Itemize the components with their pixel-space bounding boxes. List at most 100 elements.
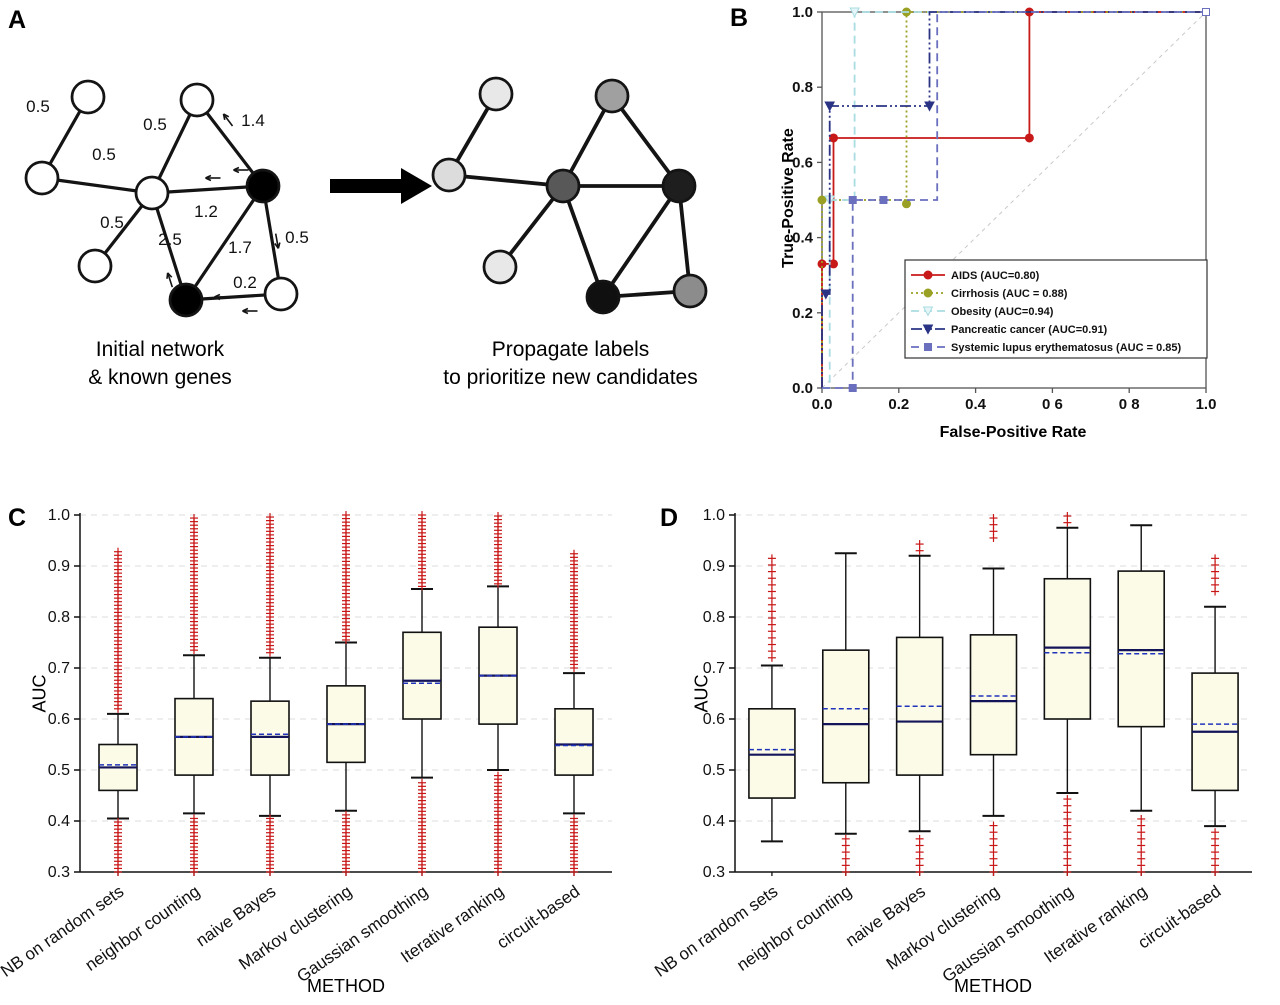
box-4: [402, 587, 442, 876]
svg-text:2.5: 2.5: [158, 230, 182, 249]
svg-text:1.0: 1.0: [48, 507, 70, 524]
propagated-network: [431, 76, 708, 315]
svg-text:0.4: 0.4: [703, 813, 725, 830]
panel-b-label: B: [730, 4, 749, 32]
panel-d-y-axis-label: AUC: [691, 674, 712, 713]
outliers-4: [1063, 512, 1072, 876]
panel-b-y-axis-label: True-Positive Rate: [780, 128, 797, 268]
svg-text:0.7: 0.7: [703, 660, 725, 677]
category-label-0: NB on random sets: [0, 882, 127, 981]
svg-text:circuit-based: circuit-based: [1135, 882, 1225, 953]
initial-network-flow-arrows: [166, 113, 281, 315]
svg-text:1.0: 1.0: [792, 4, 813, 21]
box-2: [250, 656, 290, 876]
outliers-6: [1211, 554, 1220, 876]
outliers-1: [841, 834, 850, 876]
panel-c-label: C: [8, 504, 27, 532]
svg-text:0.5: 0.5: [703, 762, 725, 779]
box-1: [174, 654, 214, 876]
box-5: [1117, 524, 1166, 876]
svg-text:0.6: 0.6: [792, 154, 813, 171]
svg-text:0.5: 0.5: [100, 213, 124, 232]
outliers-0: [767, 554, 776, 662]
panel-d-x-axis-label: METHOD: [954, 976, 1032, 996]
svg-text:0.3: 0.3: [48, 864, 70, 881]
svg-text:AIDS (AUC=0.80): AIDS (AUC=0.80): [951, 270, 1040, 282]
svg-text:0.6: 0.6: [48, 711, 70, 728]
svg-text:0.6: 0.6: [703, 711, 725, 728]
box-6: [554, 672, 594, 876]
outliers-6: [570, 549, 578, 876]
roc-legend: AIDS (AUC=0.80) Cirrhosis (AUC = 0.88) Obe…: [904, 259, 1208, 359]
svg-text:1.0: 1.0: [703, 507, 725, 524]
svg-text:NB on random sets: NB on random sets: [651, 882, 781, 981]
panel-c-y-axis-label: AUC: [29, 674, 50, 713]
svg-text:0.2: 0.2: [888, 396, 909, 413]
svg-text:0.2: 0.2: [233, 273, 257, 292]
svg-text:0.5: 0.5: [92, 145, 116, 164]
propagated-network-nodes: [431, 76, 708, 315]
box-2: [895, 554, 944, 876]
panel-a-label: A: [8, 6, 27, 34]
svg-text:1.7: 1.7: [228, 238, 252, 257]
category-label-6: circuit-based: [1135, 882, 1225, 953]
outliers-3: [989, 514, 998, 876]
svg-text:Cirrhosis (AUC = 0.88): Cirrhosis (AUC = 0.88): [951, 288, 1068, 300]
outliers-1: [190, 514, 198, 876]
category-label-4: Gaussian smoothing: [939, 882, 1077, 986]
box-0: [98, 712, 138, 876]
svg-text:1.2: 1.2: [194, 202, 218, 221]
svg-text:0.0: 0.0: [792, 380, 813, 397]
svg-text:1.0: 1.0: [1196, 396, 1217, 413]
svg-text:0.8: 0.8: [48, 609, 70, 626]
svg-text:0.8: 0.8: [792, 79, 813, 96]
category-label-0: NB on random sets: [651, 882, 781, 981]
svg-text:circuit-based: circuit-based: [493, 882, 583, 953]
box-0: [748, 664, 796, 876]
panel-a-left-caption: Initial network & known genes: [88, 338, 232, 390]
svg-text:0.5: 0.5: [26, 97, 50, 116]
svg-text:NB on random sets: NB on random sets: [0, 882, 127, 981]
initial-network: 0.5 0.5 0.5 1.4 1.2 0.5 2.5 1.7 0.5 0.2: [24, 79, 309, 318]
transform-arrow-icon: [330, 168, 432, 204]
svg-text:0.5: 0.5: [48, 762, 70, 779]
category-label-6: circuit-based: [493, 882, 583, 953]
panel-c-x-axis-label: METHOD: [307, 976, 385, 996]
svg-text:1.4: 1.4: [241, 111, 265, 130]
svg-text:Gaussian smoothing: Gaussian smoothing: [939, 882, 1077, 986]
roc-series: [822, 8, 1210, 392]
roc-axis-ticks: 0.0 0.2 0.4 0 6 0 8 1.0 0.0 0.2 0.4 0.6 0.8 1.0: [792, 4, 1216, 413]
svg-text:Gaussian smoothing: Gaussian smoothing: [293, 882, 431, 986]
svg-text:0.4: 0.4: [792, 230, 814, 247]
svg-text:0.2: 0.2: [792, 305, 813, 322]
svg-text:0.5: 0.5: [143, 115, 167, 134]
roc-series: [820, 11, 1206, 388]
svg-text:Obesity (AUC=0.94): Obesity (AUC=0.94): [951, 306, 1054, 318]
outliers-2: [266, 513, 274, 876]
outliers-4: [418, 511, 426, 876]
outliers-3: [342, 511, 350, 876]
box-1: [821, 552, 870, 876]
box-6: [1191, 605, 1239, 876]
panel-b-x-axis-label: False-Positive Rate: [939, 424, 1087, 441]
box-3: [326, 641, 366, 876]
panel-d-boxplot-chart: 0.3 0.4 0.5 0.6 0.7 0.8 0.9 1.0 NB on random set…: [651, 507, 1252, 986]
outliers-5: [1137, 814, 1146, 876]
box-4: [1043, 526, 1092, 876]
svg-text:0.3: 0.3: [703, 864, 725, 881]
svg-text:0.0: 0.0: [812, 396, 833, 413]
outliers-5: [494, 512, 502, 876]
svg-text:0 6: 0 6: [1042, 396, 1063, 413]
svg-text:0 8: 0 8: [1119, 396, 1140, 413]
svg-text:0.7: 0.7: [48, 660, 70, 677]
outliers-0: [114, 547, 122, 876]
svg-text:0.4: 0.4: [48, 813, 70, 830]
svg-text:Pancreatic cancer (AUC=0.91): Pancreatic cancer (AUC=0.91): [951, 324, 1108, 336]
svg-text:0.8: 0.8: [703, 609, 725, 626]
outliers-2: [915, 540, 924, 876]
category-label-4: Gaussian smoothing: [293, 882, 431, 986]
panel-d-label: D: [660, 504, 679, 532]
box-5: [478, 585, 518, 876]
svg-text:0.4: 0.4: [965, 396, 987, 413]
